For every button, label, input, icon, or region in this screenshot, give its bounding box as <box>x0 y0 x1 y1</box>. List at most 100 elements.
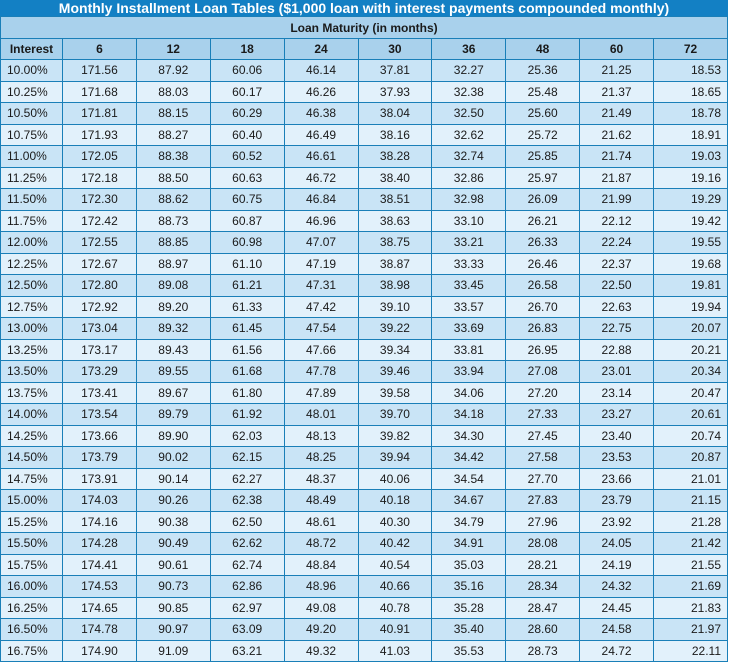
interest-rate-cell: 11.00% <box>0 145 63 168</box>
table-row: 14.75% 173.91 90.14 62.27 48.37 40.06 34.54 27.… <box>0 467 728 490</box>
payment-cell: 90.85 <box>135 596 211 619</box>
payment-cell: 25.36 <box>505 59 581 82</box>
payment-cell: 24.58 <box>579 618 654 641</box>
payment-cell: 89.67 <box>135 381 211 404</box>
interest-rate-cell: 13.00% <box>0 317 63 340</box>
payment-cell: 21.55 <box>653 553 728 576</box>
payment-cell: 27.83 <box>505 489 581 512</box>
subtitle-row: Loan Maturity (in months) <box>0 16 728 39</box>
payment-cell: 21.69 <box>653 575 728 598</box>
interest-rate-cell: 10.50% <box>0 102 63 125</box>
payment-cell: 22.88 <box>579 338 654 361</box>
payment-cell: 38.16 <box>357 123 433 146</box>
table-row: 11.00% 172.05 88.38 60.52 46.61 38.28 32.74 25.… <box>0 145 728 168</box>
column-header-interest: Interest <box>0 38 63 60</box>
payment-cell: 28.21 <box>505 553 581 576</box>
interest-rate-cell: 14.00% <box>0 403 63 426</box>
payment-cell: 61.33 <box>209 295 285 318</box>
payment-cell: 32.98 <box>431 188 507 211</box>
payment-cell: 87.92 <box>135 59 211 82</box>
payment-cell: 35.40 <box>431 618 507 641</box>
payment-cell: 47.54 <box>283 317 359 340</box>
payment-cell: 23.40 <box>579 424 654 447</box>
interest-rate-cell: 14.75% <box>0 467 63 490</box>
table-body: 10.00% 171.56 87.92 60.06 46.14 37.81 32.27 25.… <box>0 59 728 662</box>
payment-cell: 60.17 <box>209 80 285 103</box>
payment-cell: 28.73 <box>505 639 581 662</box>
payment-cell: 37.93 <box>357 80 433 103</box>
payment-cell: 47.78 <box>283 360 359 383</box>
payment-cell: 40.42 <box>357 532 433 555</box>
payment-cell: 89.43 <box>135 338 211 361</box>
payment-cell: 174.03 <box>62 489 137 512</box>
payment-cell: 48.96 <box>283 575 359 598</box>
column-header-24-months: 24 <box>283 38 359 60</box>
interest-rate-cell: 12.50% <box>0 274 63 297</box>
payment-cell: 38.51 <box>357 188 433 211</box>
payment-cell: 20.47 <box>653 381 728 404</box>
table-row: 16.00% 174.53 90.73 62.86 48.96 40.66 35.16 28.… <box>0 575 728 598</box>
payment-cell: 48.84 <box>283 553 359 576</box>
interest-rate-cell: 10.25% <box>0 80 63 103</box>
payment-cell: 34.67 <box>431 489 507 512</box>
payment-cell: 171.93 <box>62 123 137 146</box>
payment-cell: 33.45 <box>431 274 507 297</box>
payment-cell: 22.37 <box>579 252 654 275</box>
payment-cell: 62.86 <box>209 575 285 598</box>
table-row: 11.50% 172.30 88.62 60.75 46.84 38.51 32.98 26.… <box>0 188 728 211</box>
column-header-60-months: 60 <box>579 38 654 60</box>
payment-cell: 60.29 <box>209 102 285 125</box>
table-row: 16.25% 174.65 90.85 62.97 49.08 40.78 35.28 28.… <box>0 596 728 619</box>
column-header-18-months: 18 <box>209 38 285 60</box>
payment-cell: 61.92 <box>209 403 285 426</box>
payment-cell: 90.02 <box>135 446 211 469</box>
column-header-12-months: 12 <box>135 38 211 60</box>
payment-cell: 25.85 <box>505 145 581 168</box>
payment-cell: 19.94 <box>653 295 728 318</box>
payment-cell: 172.42 <box>62 209 137 232</box>
payment-cell: 32.27 <box>431 59 507 82</box>
payment-cell: 25.72 <box>505 123 581 146</box>
payment-cell: 32.74 <box>431 145 507 168</box>
payment-cell: 91.09 <box>135 639 211 662</box>
interest-rate-cell: 15.25% <box>0 510 63 533</box>
payment-cell: 24.05 <box>579 532 654 555</box>
payment-cell: 22.63 <box>579 295 654 318</box>
payment-cell: 48.13 <box>283 424 359 447</box>
table-row: 13.25% 173.17 89.43 61.56 47.66 39.34 33.81 26.… <box>0 338 728 361</box>
payment-cell: 18.91 <box>653 123 728 146</box>
payment-cell: 19.68 <box>653 252 728 275</box>
payment-cell: 34.79 <box>431 510 507 533</box>
payment-cell: 171.81 <box>62 102 137 125</box>
payment-cell: 90.97 <box>135 618 211 641</box>
payment-cell: 60.63 <box>209 166 285 189</box>
payment-cell: 89.32 <box>135 317 211 340</box>
payment-cell: 173.04 <box>62 317 137 340</box>
payment-cell: 34.42 <box>431 446 507 469</box>
payment-cell: 89.79 <box>135 403 211 426</box>
payment-cell: 47.31 <box>283 274 359 297</box>
interest-rate-cell: 11.25% <box>0 166 63 189</box>
payment-cell: 172.30 <box>62 188 137 211</box>
payment-cell: 49.20 <box>283 618 359 641</box>
payment-cell: 21.62 <box>579 123 654 146</box>
payment-cell: 38.63 <box>357 209 433 232</box>
table-row: 10.75% 171.93 88.27 60.40 46.49 38.16 32.62 25.… <box>0 123 728 146</box>
payment-cell: 23.01 <box>579 360 654 383</box>
payment-cell: 62.27 <box>209 467 285 490</box>
payment-cell: 20.61 <box>653 403 728 426</box>
column-header-6-months: 6 <box>62 38 137 60</box>
payment-cell: 39.34 <box>357 338 433 361</box>
payment-cell: 26.46 <box>505 252 581 275</box>
payment-cell: 40.06 <box>357 467 433 490</box>
payment-cell: 28.60 <box>505 618 581 641</box>
payment-cell: 23.14 <box>579 381 654 404</box>
payment-cell: 27.08 <box>505 360 581 383</box>
payment-cell: 61.80 <box>209 381 285 404</box>
payment-cell: 60.40 <box>209 123 285 146</box>
payment-cell: 35.16 <box>431 575 507 598</box>
payment-cell: 88.62 <box>135 188 211 211</box>
payment-cell: 174.90 <box>62 639 137 662</box>
payment-cell: 62.03 <box>209 424 285 447</box>
interest-rate-cell: 10.75% <box>0 123 63 146</box>
